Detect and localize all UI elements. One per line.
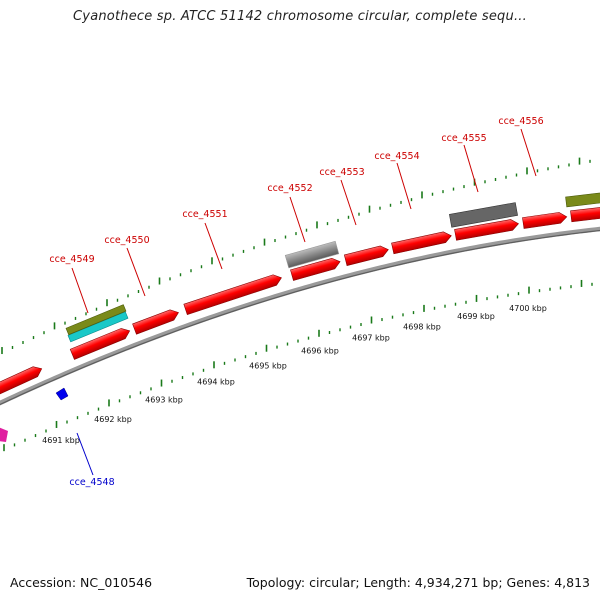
olive-feature[interactable] [65, 304, 127, 336]
kbp-label: 4691 kbp [42, 436, 80, 445]
gene-label-track: cce_4548 cce_4549 cce_4550 cce_4551 cce_4552… [49, 116, 543, 488]
backbone-line [0, 226, 600, 406]
dark-gray-feature[interactable] [449, 202, 518, 228]
callout-line [520, 128, 537, 177]
gene-label-cce-4555[interactable]: cce_4555 [441, 133, 486, 144]
light-gray-feature[interactable] [284, 240, 340, 269]
gene-cce-4551[interactable] [183, 273, 283, 316]
gene-cce-4550[interactable] [132, 307, 181, 335]
lower-tick-track [3, 279, 593, 452]
kbp-label: 4698 kbp [403, 322, 441, 331]
gene-cce-4556[interactable] [522, 211, 568, 229]
kbp-label: 4697 kbp [352, 334, 390, 343]
gene-label-cce-4553[interactable]: cce_4553 [319, 167, 364, 178]
gene-cce-4554[interactable] [391, 230, 453, 255]
map-title: Cyanothece sp. ATCC 51142 chromosome cir… [73, 9, 527, 24]
gene-cce-4553[interactable] [343, 244, 389, 266]
callout-line [204, 222, 223, 270]
kbp-label: 4696 kbp [301, 347, 339, 356]
chromosome-backbone [0, 226, 600, 406]
callout-line [340, 179, 357, 226]
gene-cce-4555[interactable] [454, 218, 520, 241]
gene-cce-4548-upstream[interactable] [0, 364, 44, 395]
kbp-label: 4692 kbp [94, 415, 132, 424]
callout-line [396, 162, 412, 210]
gene-label-cce-4548[interactable]: cce_4548 [69, 477, 114, 488]
blue-feature[interactable] [55, 387, 69, 401]
gene-cce-4552[interactable] [290, 256, 341, 281]
gene-label-cce-4552[interactable]: cce_4552 [267, 183, 312, 194]
gene-cce-4557[interactable] [570, 206, 600, 223]
topology-text: Topology: circular; Length: 4,934,271 bp… [246, 575, 590, 590]
callout-line [126, 247, 146, 297]
gene-label-cce-4551[interactable]: cce_4551 [182, 209, 227, 220]
accession-text: Accession: NC_010546 [10, 575, 153, 590]
gene-label-cce-4554[interactable]: cce_4554 [374, 151, 419, 162]
cyan-feature[interactable] [67, 311, 129, 343]
gene-label-cce-4550[interactable]: cce_4550 [104, 235, 149, 246]
olive-feature-right[interactable] [565, 191, 600, 208]
backbone-shadow [0, 229, 600, 406]
callout-line [71, 267, 89, 314]
upper-tick-track [1, 157, 591, 355]
callout-line [289, 196, 306, 243]
kbp-scale-labels: 4691 kbp 4692 kbp 4693 kbp 4694 kbp 4695 kbp… [42, 304, 547, 445]
kbp-label: 4695 kbp [249, 361, 287, 370]
magenta-feature[interactable] [0, 427, 8, 442]
kbp-label: 4693 kbp [145, 396, 183, 405]
feature-track[interactable] [0, 191, 600, 442]
callout-line [76, 432, 94, 476]
gene-label-cce-4549[interactable]: cce_4549 [49, 254, 94, 265]
kbp-label: 4699 kbp [457, 312, 495, 321]
kbp-label: 4700 kbp [509, 304, 547, 313]
kbp-label: 4694 kbp [197, 378, 235, 387]
gene-label-cce-4556[interactable]: cce_4556 [498, 116, 543, 127]
gene-cce-4549[interactable] [69, 326, 132, 360]
callout-line [463, 144, 479, 193]
